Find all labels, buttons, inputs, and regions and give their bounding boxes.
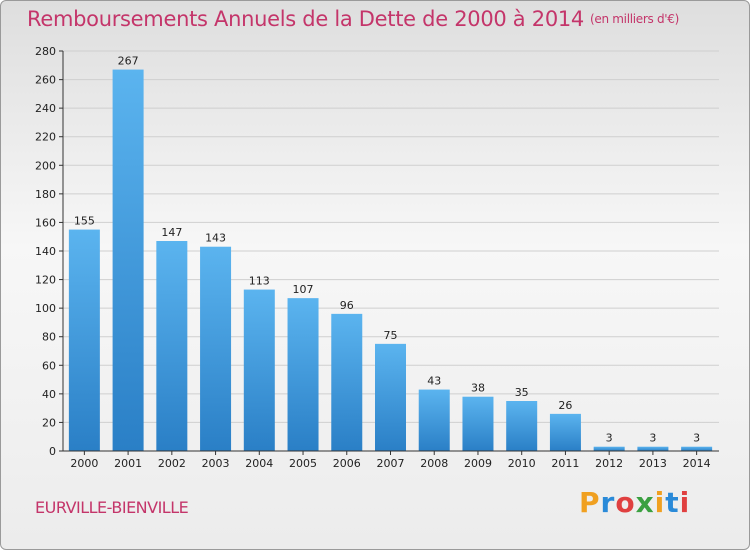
chart-title: Remboursements Annuels de la Dette de 20… <box>27 7 679 31</box>
y-tick-label: 120 <box>35 274 56 287</box>
bar-2012 <box>593 446 625 451</box>
y-tick-label: 40 <box>42 388 56 401</box>
commune-name: EURVILLE-BIENVILLE <box>35 498 189 517</box>
x-tick-label: 2014 <box>683 457 711 470</box>
bar-2011 <box>549 413 581 451</box>
bar-2004 <box>243 289 275 451</box>
y-tick-label: 160 <box>35 216 56 229</box>
x-tick-label: 2000 <box>70 457 98 470</box>
y-tick-label: 240 <box>35 102 56 115</box>
bar-value-label: 38 <box>471 382 485 395</box>
bar-value-label: 3 <box>606 432 613 445</box>
x-tick-label: 2009 <box>464 457 492 470</box>
y-tick-label: 80 <box>42 331 56 344</box>
y-tick-label: 260 <box>35 74 56 87</box>
bar-value-label: 155 <box>74 215 95 228</box>
x-tick-label: 2006 <box>333 457 361 470</box>
y-tick-label: 200 <box>35 159 56 172</box>
bar-2008 <box>418 389 450 451</box>
bar-value-label: 267 <box>118 55 139 68</box>
logo-letter: x <box>635 486 655 519</box>
y-axis-ticks: 0 20 40 60 80 100 120 140 160 180 200 220 240 260 280 <box>35 45 63 458</box>
bar-value-label: 147 <box>161 226 182 239</box>
bar-2010 <box>506 401 538 451</box>
y-tick-label: 100 <box>35 302 56 315</box>
logo-letter: r <box>600 486 616 519</box>
x-tick-label: 2010 <box>508 457 536 470</box>
logo-letter: t <box>665 486 680 519</box>
bar-2013 <box>637 446 669 451</box>
bar-value-label: 26 <box>558 399 572 412</box>
logo-letter: i <box>654 486 666 519</box>
y-tick-label: 60 <box>42 359 56 372</box>
bar-2009 <box>462 396 494 451</box>
bar-value-label: 43 <box>427 375 441 388</box>
bar-2006 <box>331 313 363 451</box>
bar-2001 <box>112 69 144 452</box>
y-tick-label: 220 <box>35 131 56 144</box>
y-tick-label: 0 <box>49 445 56 458</box>
x-tick-label: 2004 <box>245 457 273 470</box>
x-tick-label: 2008 <box>420 457 448 470</box>
bar-2000 <box>68 229 100 451</box>
x-tick-label: 2007 <box>377 457 405 470</box>
bar-2005 <box>287 298 319 451</box>
logo-letter: P <box>579 486 601 519</box>
x-tick-label: 2011 <box>551 457 579 470</box>
chart-unit: (en milliers d'€) <box>590 12 680 26</box>
x-tick-label: 2012 <box>595 457 623 470</box>
axes <box>62 51 719 452</box>
logo-letter: o <box>615 486 636 519</box>
y-tick-label: 20 <box>42 416 56 429</box>
y-tick-label: 280 <box>35 45 56 58</box>
y-tick-label: 140 <box>35 245 56 258</box>
logo-letter: i <box>679 486 691 519</box>
bar-value-label: 3 <box>649 432 656 445</box>
bar-2014 <box>681 446 713 451</box>
bars: 155 267 147 143 113 107 96 75 43 38 35 26 3 3 3 <box>68 55 713 452</box>
x-tick-label: 2013 <box>639 457 667 470</box>
x-axis-ticks: 2000 2001 2002 2003 2004 2005 2006 2007 2008 2009… <box>70 451 711 470</box>
bar-value-label: 96 <box>340 299 354 312</box>
bar-value-label: 107 <box>293 283 314 296</box>
bar-2003 <box>200 246 232 451</box>
bar-value-label: 75 <box>384 329 398 342</box>
bar-value-label: 143 <box>205 232 226 245</box>
bar-2007 <box>375 343 406 451</box>
bar-value-label: 113 <box>249 275 270 288</box>
x-tick-label: 2002 <box>158 457 186 470</box>
x-tick-label: 2005 <box>289 457 317 470</box>
x-tick-label: 2003 <box>202 457 230 470</box>
y-tick-label: 180 <box>35 188 56 201</box>
bar-value-label: 3 <box>693 432 700 445</box>
proxiti-logo: Proxiti <box>579 486 690 519</box>
x-tick-label: 2001 <box>114 457 142 470</box>
bar-value-label: 35 <box>515 386 529 399</box>
bar-2002 <box>156 241 188 451</box>
chart-title-text: Remboursements Annuels de la Dette de 20… <box>27 7 584 31</box>
